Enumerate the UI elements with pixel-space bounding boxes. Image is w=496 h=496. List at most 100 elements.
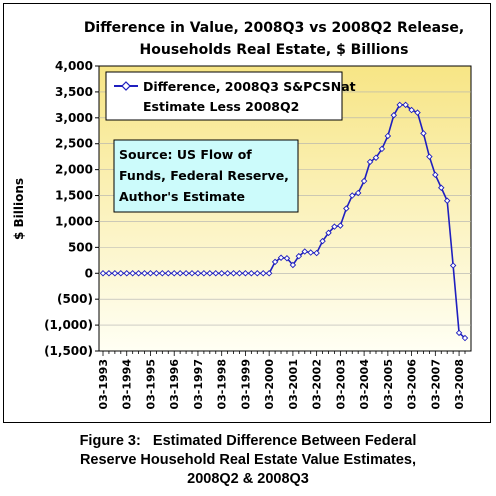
x-tick-label: 03-2005	[382, 359, 395, 410]
x-tick-label: 03-1995	[144, 359, 157, 410]
data-point	[188, 270, 196, 277]
data-point	[265, 270, 273, 277]
y-tick-label: (1,500)	[44, 344, 93, 358]
data-point	[313, 249, 320, 257]
data-point	[420, 130, 427, 137]
data-point	[337, 222, 344, 229]
caption-line-2: Reserve Household Real Estate Value Esti…	[79, 452, 417, 468]
data-point	[307, 249, 314, 256]
data-point	[372, 154, 380, 161]
data-point	[165, 270, 172, 277]
data-point	[259, 270, 267, 277]
data-point	[236, 270, 243, 277]
x-tick-label: 03-1998	[216, 359, 229, 410]
data-point	[194, 270, 202, 277]
data-point	[212, 270, 219, 277]
x-tick-label: 03-2002	[311, 359, 324, 410]
data-point	[248, 270, 255, 277]
data-point	[414, 109, 421, 116]
data-point	[206, 270, 214, 277]
y-tick-label: 3,500	[55, 85, 93, 99]
data-point	[331, 223, 338, 230]
x-tick-label: 03-2003	[334, 359, 347, 410]
data-point	[396, 101, 403, 109]
data-point	[117, 270, 125, 277]
data-point	[438, 184, 445, 192]
legend: Difference, 2008Q3 S&PCSNat Estimate Les…	[105, 71, 356, 121]
legend-marker	[121, 81, 131, 91]
data-point	[111, 270, 119, 277]
x-tick-label: 03-1994	[121, 359, 134, 410]
x-tick-label: 03-2007	[429, 359, 442, 410]
y-tick-label: 500	[68, 240, 93, 254]
data-point	[455, 329, 463, 337]
x-tick-label: 03-1999	[239, 359, 252, 410]
data-point	[289, 261, 297, 269]
data-point	[432, 171, 439, 179]
data-point	[153, 270, 160, 277]
chart-title-line-2: Households Real Estate, $ Billions	[140, 42, 409, 58]
data-point	[141, 270, 148, 277]
y-axis-label: $ Billions	[12, 178, 26, 240]
data-point	[408, 106, 415, 114]
x-tick-label: 03-2006	[406, 359, 419, 410]
chart-title-line-1: Difference in Value, 2008Q3 vs 2008Q2 Re…	[84, 20, 464, 36]
y-tick-label: 1,500	[55, 189, 93, 203]
x-axis-ticks: 03-1993 03-1994 03-1995 03-1996 03-1997 03-19…	[97, 351, 466, 410]
figure-caption: Figure 3: Estimated Difference Between F…	[0, 432, 496, 489]
data-point	[230, 270, 237, 277]
y-tick-label: 2,500	[55, 137, 93, 151]
x-tick-label: 03-2008	[453, 359, 466, 410]
source-note-line-1: Source: US Flow of	[119, 147, 252, 162]
data-point	[170, 270, 178, 277]
data-point	[99, 270, 107, 277]
y-axis-ticks: (1,500) (1,000) (500) 0 500 1,000 1,500 2,000 2,…	[44, 59, 99, 358]
data-point	[218, 270, 225, 277]
y-tick-label: 0	[85, 266, 93, 280]
data-point	[366, 158, 374, 166]
chart-frame: Difference in Value, 2008Q3 vs 2008Q2 Re…	[3, 3, 491, 423]
data-point	[283, 255, 291, 262]
data-point	[295, 252, 303, 260]
data-point	[443, 197, 451, 204]
data-point	[182, 270, 190, 277]
x-tick-label: 03-2000	[263, 359, 276, 410]
x-tick-label: 03-1993	[97, 359, 110, 410]
y-tick-label: 3,000	[55, 111, 93, 125]
data-point	[176, 270, 184, 277]
x-tick-label: 03-1997	[192, 359, 205, 410]
y-tick-label: 1,000	[55, 214, 93, 228]
data-point	[449, 262, 457, 269]
x-tick-label: 03-2001	[287, 359, 300, 410]
data-point	[360, 177, 368, 185]
source-note-line-2: Funds, Federal Reserve,	[119, 168, 289, 183]
data-point	[129, 270, 136, 277]
data-point	[384, 132, 392, 140]
data-point	[319, 237, 326, 245]
source-note-line-3: Author's Estimate	[119, 189, 245, 204]
data-point	[354, 189, 362, 197]
data-point	[461, 334, 469, 342]
legend-entry-line-2: Estimate Less 2008Q2	[143, 99, 299, 114]
series-difference	[99, 101, 469, 342]
data-point	[224, 270, 231, 277]
data-point	[349, 192, 356, 199]
data-point	[254, 270, 261, 277]
data-point	[135, 270, 142, 277]
data-point	[426, 153, 433, 160]
data-point	[325, 229, 332, 237]
chart: Difference in Value, 2008Q3 vs 2008Q2 Re…	[12, 20, 472, 410]
data-point	[200, 270, 208, 277]
data-point	[301, 248, 309, 255]
data-point	[105, 270, 113, 277]
data-point	[378, 145, 386, 153]
data-point	[277, 254, 285, 261]
legend-entry-line-1: Difference, 2008Q3 S&PCSNat	[143, 79, 356, 94]
x-tick-label: 03-2004	[358, 359, 371, 410]
data-point	[390, 111, 398, 119]
data-point	[159, 270, 166, 277]
y-tick-label: 4,000	[55, 59, 93, 73]
data-point	[343, 205, 350, 212]
y-tick-label: (500)	[57, 292, 93, 306]
data-point	[123, 270, 130, 277]
